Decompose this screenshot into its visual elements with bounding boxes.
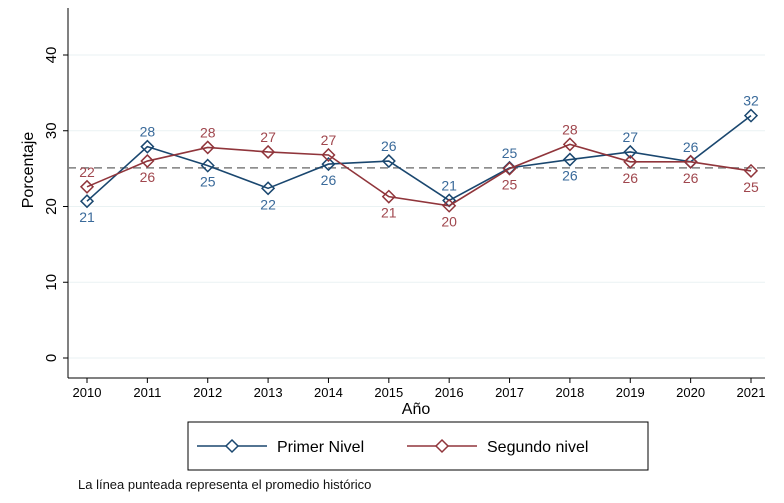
data-label: 21 — [381, 205, 397, 221]
data-point — [562, 152, 577, 167]
x-tick-label: 2016 — [435, 385, 464, 400]
chart-note: La línea punteada representa el promedio… — [78, 477, 372, 492]
data-label: 25 — [200, 174, 216, 190]
data-point — [200, 140, 215, 155]
data-label: 25 — [502, 145, 518, 161]
legend-label: Primer Nivel — [277, 439, 364, 456]
x-tick-label: 2015 — [374, 385, 403, 400]
data-point — [140, 153, 155, 169]
data-label: 26 — [381, 138, 397, 154]
y-tick-label: 0 — [43, 354, 60, 362]
data-point — [743, 163, 759, 178]
data-label: 28 — [140, 124, 156, 140]
data-point — [562, 137, 577, 152]
data-point — [321, 157, 336, 172]
data-point — [261, 181, 276, 196]
y-tick-label: 30 — [43, 122, 60, 139]
data-label: 26 — [683, 139, 699, 155]
data-label: 22 — [79, 164, 95, 180]
data-label: 20 — [441, 214, 457, 230]
legend-marker — [434, 438, 450, 454]
data-label: 21 — [79, 209, 95, 225]
x-tick-label: 2018 — [555, 385, 584, 400]
data-label: 26 — [622, 170, 638, 186]
data-point — [381, 153, 396, 169]
data-label: 26 — [562, 168, 578, 184]
x-tick-label: 2011 — [133, 385, 161, 400]
x-axis-title: Año — [402, 401, 431, 418]
data-point — [381, 189, 396, 204]
data-label: 26 — [140, 169, 156, 185]
data-point — [623, 154, 638, 169]
legend-label: Segundo nivel — [487, 439, 588, 456]
y-tick-label: 40 — [43, 47, 60, 64]
series-line-0 — [86, 114, 752, 202]
data-point — [683, 154, 698, 169]
data-label: 26 — [321, 172, 337, 188]
y-axis-title: Porcentaje — [20, 132, 37, 209]
x-tick-label: 2021 — [737, 385, 766, 400]
data-point — [200, 158, 215, 173]
series-line-1 — [86, 143, 752, 207]
y-tick-label: 10 — [43, 274, 60, 291]
line-chart: 0 10 20 30 40 2010 2011 2012 2013 2014 2015 2016 201… — [20, 8, 766, 471]
x-tick-label: 2020 — [676, 385, 705, 400]
data-label: 21 — [441, 177, 457, 193]
data-point — [79, 194, 95, 209]
data-point — [321, 147, 336, 163]
x-tick-label: 2014 — [314, 385, 343, 400]
data-point — [623, 144, 638, 160]
x-tick-label: 2019 — [616, 385, 645, 400]
data-point — [79, 179, 95, 194]
data-point — [261, 144, 276, 160]
data-label: 27 — [321, 132, 337, 148]
data-label: 27 — [622, 129, 638, 145]
x-tick-label: 2013 — [254, 385, 283, 400]
y-tick-label: 20 — [43, 198, 60, 215]
data-point — [442, 198, 457, 213]
data-point — [502, 161, 517, 176]
x-tick-label: 2017 — [495, 385, 524, 400]
data-label: 27 — [260, 129, 276, 145]
data-label: 25 — [502, 177, 518, 193]
data-label: 22 — [260, 196, 276, 212]
data-label: 32 — [743, 93, 759, 109]
data-label: 25 — [743, 179, 759, 195]
plot-area — [68, 8, 765, 378]
data-point — [140, 139, 155, 154]
data-label: 26 — [683, 170, 699, 186]
x-tick-label: 2012 — [193, 385, 222, 400]
data-label: 28 — [562, 121, 578, 137]
legend-marker — [224, 438, 240, 454]
x-tick-label: 2010 — [73, 385, 102, 400]
data-label: 28 — [200, 124, 216, 140]
data-point — [743, 108, 759, 123]
